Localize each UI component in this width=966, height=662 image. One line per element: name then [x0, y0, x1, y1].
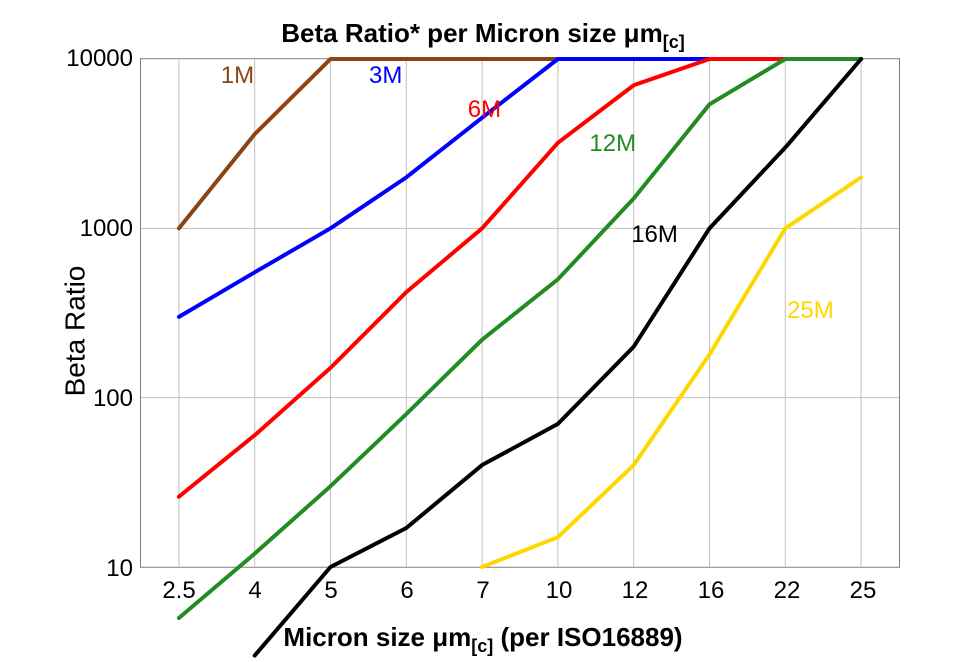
x-tick-5: 5 — [324, 577, 337, 605]
series-label-3M: 3M — [369, 62, 402, 90]
x-tick-4: 4 — [248, 577, 261, 605]
series-label-25M: 25M — [787, 297, 834, 325]
series-1M — [179, 59, 861, 228]
plot-area: 101001000100002.5456710121622251M3M6M12M… — [140, 58, 900, 568]
y-tick-10: 10 — [106, 555, 133, 583]
series-12M — [179, 59, 861, 618]
x-tick-2.5: 2.5 — [162, 577, 195, 605]
x-tick-22: 22 — [774, 577, 801, 605]
x-axis-label: Micron size μm[c] (per ISO16889) — [0, 622, 966, 657]
series-6M — [179, 59, 861, 497]
series-label-16M: 16M — [631, 221, 678, 249]
y-axis-label: Beta Ratio — [59, 266, 91, 397]
series-label-12M: 12M — [589, 130, 636, 158]
series-label-1M: 1M — [221, 62, 254, 90]
series-label-6M: 6M — [468, 96, 501, 124]
x-tick-6: 6 — [400, 577, 413, 605]
y-tick-10000: 10000 — [66, 45, 133, 73]
x-tick-7: 7 — [476, 577, 489, 605]
x-tick-16: 16 — [698, 577, 725, 605]
plot-svg — [141, 59, 899, 567]
x-tick-25: 25 — [850, 577, 877, 605]
x-tick-12: 12 — [622, 577, 649, 605]
y-tick-1000: 1000 — [80, 215, 133, 243]
chart-container: Beta Ratio* per Micron size μm[c] Beta R… — [0, 0, 966, 662]
y-tick-100: 100 — [93, 385, 133, 413]
x-tick-10: 10 — [546, 577, 573, 605]
chart-title: Beta Ratio* per Micron size μm[c] — [0, 18, 966, 53]
